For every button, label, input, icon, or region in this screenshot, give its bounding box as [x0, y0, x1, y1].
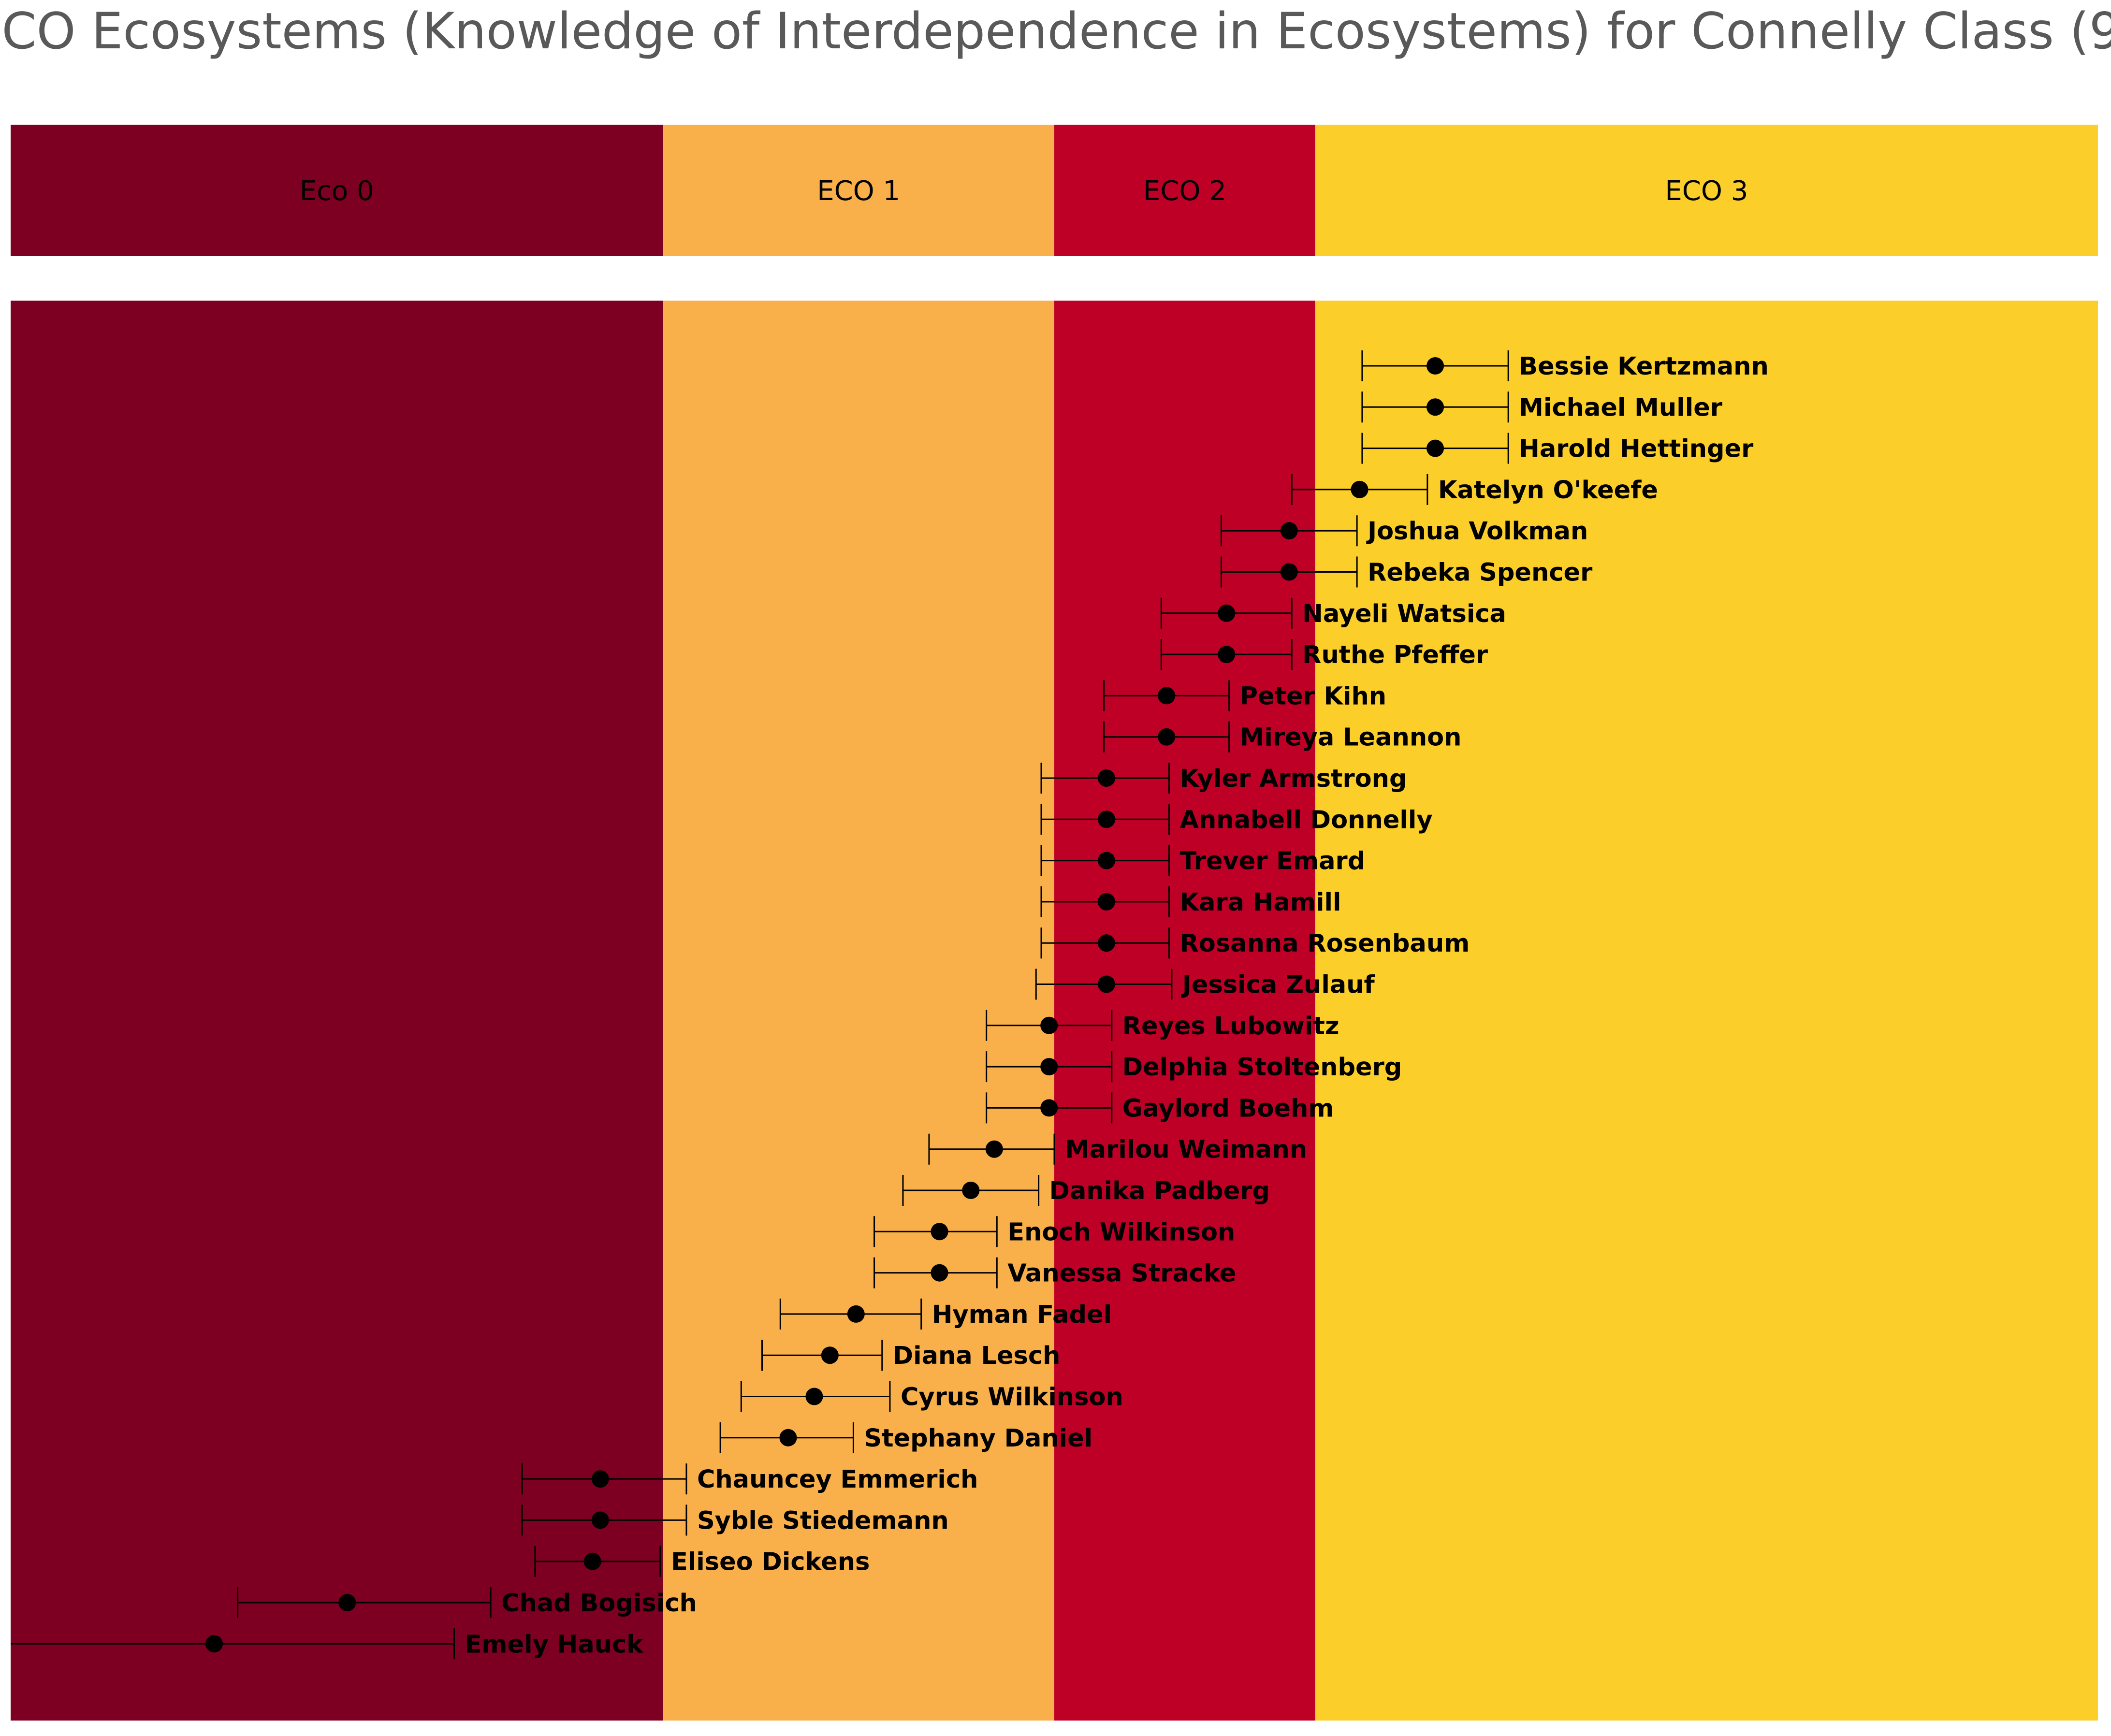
student-label: Marilou Weimann: [1065, 1136, 1307, 1164]
header-band-1: [663, 125, 1054, 256]
student-point: [805, 1388, 823, 1405]
band-label-2: ECO 2: [1143, 175, 1226, 207]
student-label: Kyler Armstrong: [1179, 765, 1407, 793]
student-point: [1158, 728, 1176, 746]
plot-band-3: [1315, 301, 2098, 1721]
student-label: Chauncey Emmerich: [697, 1465, 978, 1494]
student-label: Stephany Daniel: [864, 1424, 1092, 1453]
student-point: [931, 1264, 948, 1282]
band-label-1: ECO 1: [817, 175, 900, 207]
student-label: Nayeli Watsica: [1302, 600, 1506, 628]
student-label: Diana Lesch: [893, 1342, 1061, 1370]
student-label: Gaylord Boehm: [1122, 1094, 1334, 1123]
student-point: [1427, 439, 1444, 457]
student-label: Rosanna Rosenbaum: [1179, 929, 1470, 958]
student-label: Enoch Wilkinson: [1007, 1218, 1235, 1246]
student-point: [1097, 852, 1115, 869]
student-point: [338, 1594, 356, 1611]
student-label: Ruthe Pfeffer: [1302, 641, 1488, 669]
student-point: [962, 1182, 980, 1199]
header-band-2: [1054, 125, 1315, 256]
student-label: Harold Hettinger: [1519, 435, 1753, 463]
plot-band-1: [663, 301, 1054, 1721]
student-label: Trever Emard: [1179, 847, 1365, 876]
student-points: [205, 357, 1444, 1653]
legend-bands: Eco 0 ECO 1 ECO 2 ECO 3: [11, 125, 2098, 256]
student-label: Emely Hauck: [465, 1630, 644, 1659]
error-bar-row: [237, 1587, 492, 1618]
student-label: Bessie Kertzmann: [1519, 352, 1769, 381]
chart-title: ECO Ecosystems (Knowledge of Interdepend…: [0, 2, 2111, 60]
student-label: Jessica Zulauf: [1181, 971, 1375, 999]
student-label: Kara Hamill: [1179, 888, 1341, 917]
student-label: Eliseo Dickens: [671, 1548, 870, 1577]
student-point: [1218, 646, 1236, 664]
student-point: [591, 1511, 609, 1529]
student-label: Chad Bogisich: [501, 1589, 697, 1618]
student-label: Hyman Fadel: [932, 1301, 1112, 1329]
plot-band-0: [11, 301, 663, 1721]
header-band-3: [1315, 125, 2098, 256]
student-point: [1040, 1016, 1058, 1034]
student-label: Vanessa Stracke: [1007, 1259, 1236, 1288]
student-point: [1427, 398, 1444, 416]
student-label: Mireya Leannon: [1240, 723, 1462, 752]
student-point: [1040, 1058, 1058, 1076]
student-point: [1097, 810, 1115, 828]
student-label: Joshua Volkman: [1366, 517, 1588, 546]
student-point: [779, 1429, 797, 1447]
student-point: [1097, 934, 1115, 952]
student-label: Cyrus Wilkinson: [901, 1383, 1123, 1412]
student-label: Michael Muller: [1519, 393, 1722, 422]
student-point: [583, 1552, 601, 1570]
student-label: Reyes Lubowitz: [1122, 1012, 1339, 1041]
student-point: [1158, 687, 1176, 705]
plot-band-2: [1054, 301, 1315, 1721]
student-point: [1427, 357, 1444, 375]
student-label: Peter Kihn: [1240, 682, 1386, 710]
error-bar-row: [11, 1628, 455, 1660]
student-point: [1351, 480, 1369, 498]
header-band-0: [11, 125, 663, 256]
student-point: [1280, 563, 1298, 581]
student-point: [591, 1470, 609, 1488]
student-label: Rebeka Spencer: [1368, 559, 1592, 587]
student-label: Danika Padberg: [1049, 1177, 1270, 1205]
student-label: Syble Stiedemann: [697, 1506, 949, 1535]
band-label-3: ECO 3: [1665, 175, 1748, 207]
student-point: [205, 1635, 223, 1653]
student-label: Delphia Stoltenberg: [1122, 1053, 1402, 1082]
student-labels: Bessie Kertzmann Michael Muller Harold Het…: [465, 352, 1769, 1659]
student-label: Annabell Donnelly: [1179, 806, 1432, 834]
student-label: Katelyn O'keefe: [1438, 476, 1658, 505]
student-point: [985, 1140, 1003, 1158]
student-point: [847, 1305, 865, 1323]
student-point: [1040, 1099, 1058, 1117]
student-point: [821, 1346, 839, 1364]
student-point: [1218, 604, 1236, 622]
student-point: [931, 1223, 948, 1241]
band-label-0: Eco 0: [300, 175, 374, 207]
plot-background-bands: [11, 301, 2098, 1721]
student-point: [1097, 975, 1115, 993]
student-point: [1097, 769, 1115, 787]
student-point: [1280, 522, 1298, 540]
student-point: [1097, 893, 1115, 911]
